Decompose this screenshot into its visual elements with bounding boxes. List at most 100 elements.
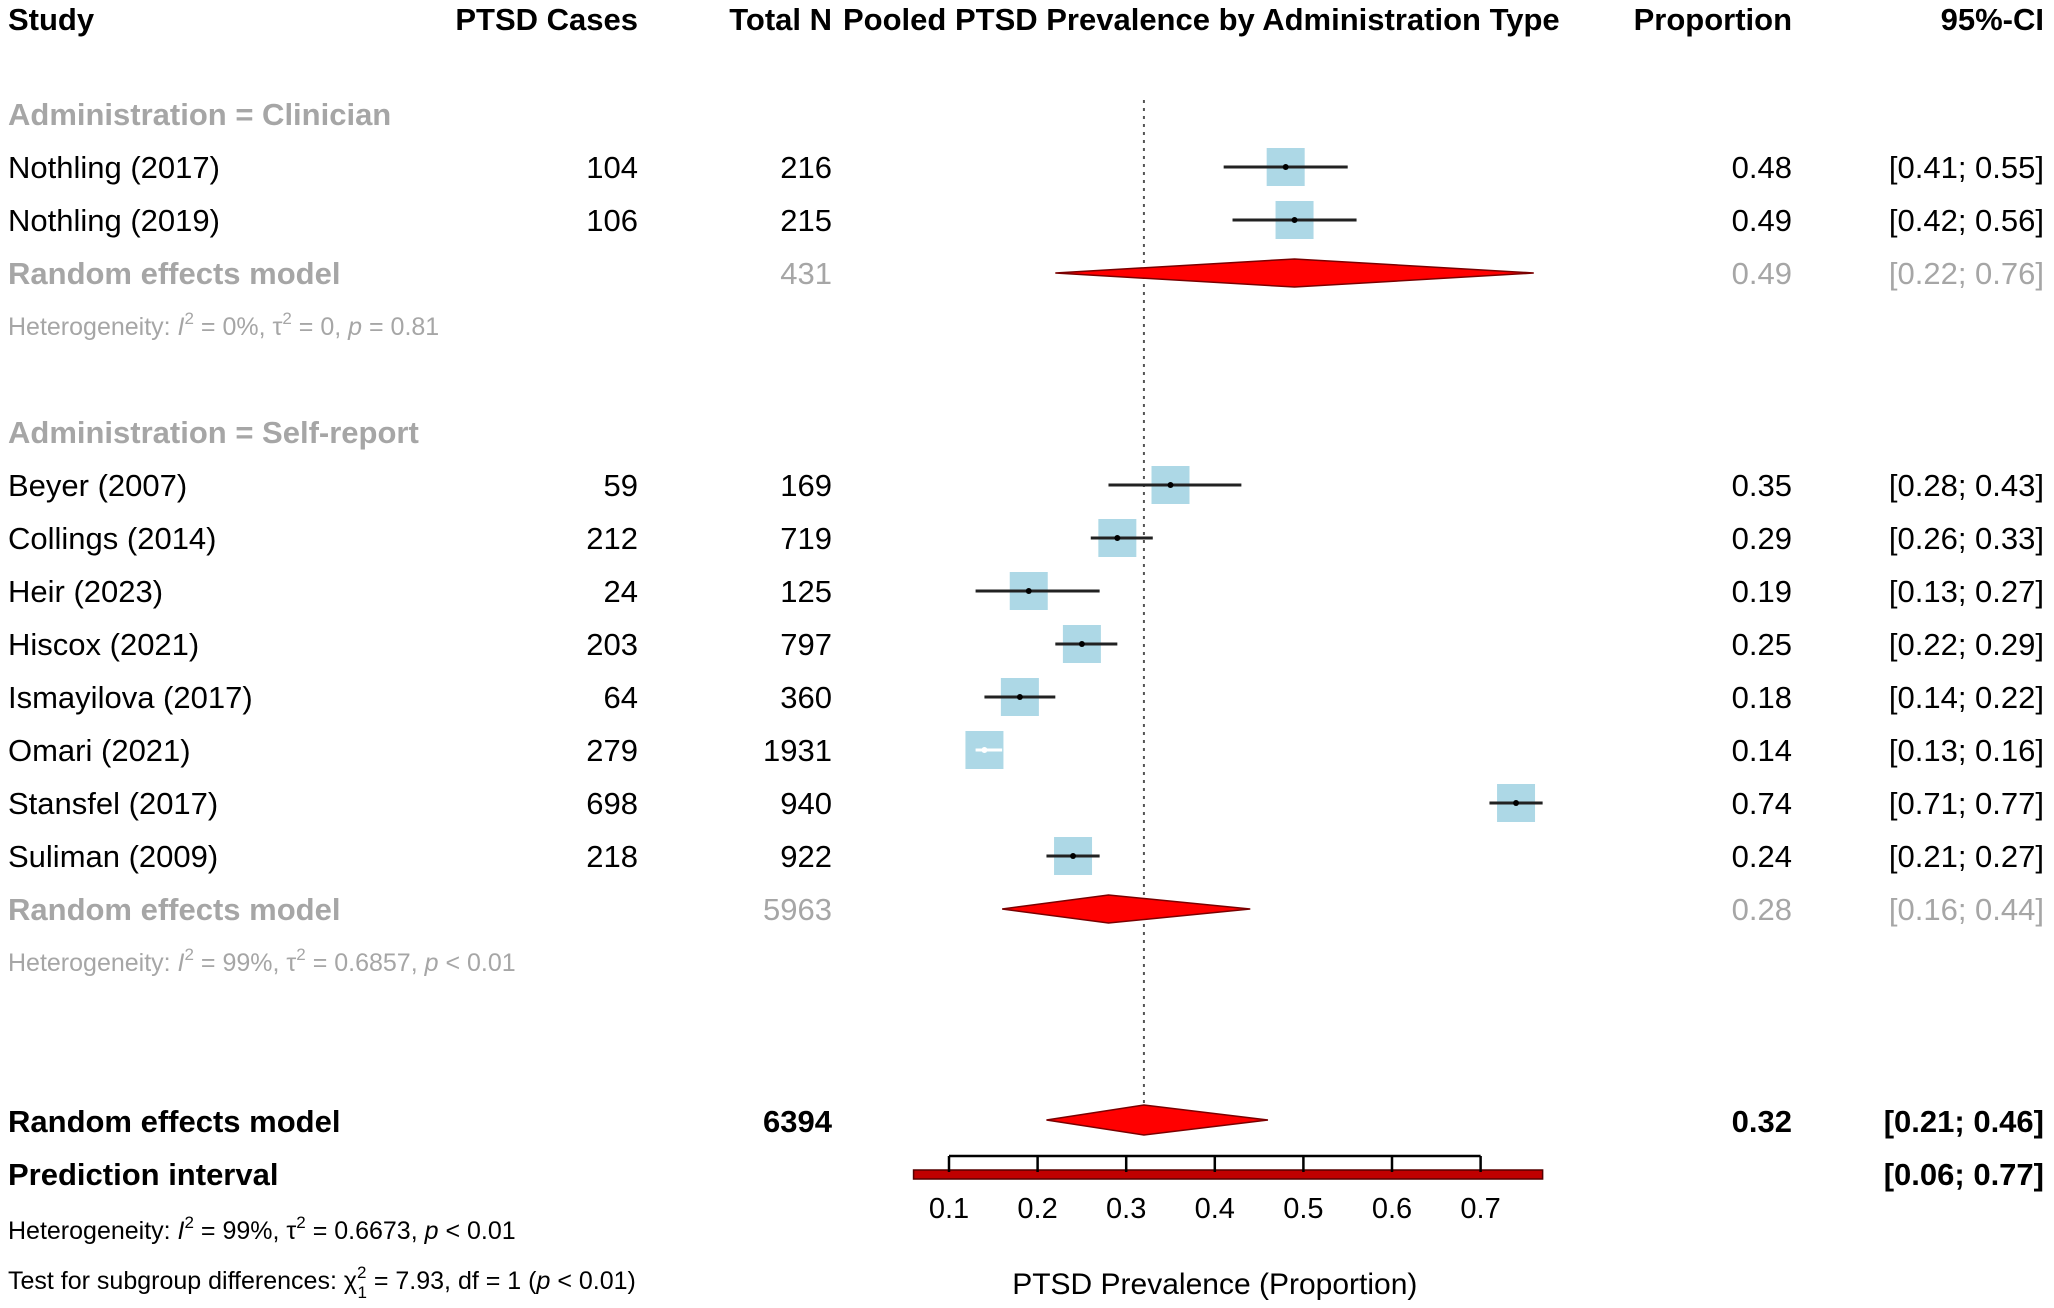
study-point — [1016, 694, 1023, 700]
subgroup-heterogeneity: Heterogeneity: I2 = 0%, τ2 = 0, p = 0.81 — [8, 309, 439, 341]
header-plot-title: Pooled PTSD Prevalence by Administration… — [843, 2, 1560, 37]
overall-heterogeneity: Heterogeneity: I2 = 99%, τ2 = 0.6673, p … — [8, 1213, 516, 1245]
overall-model-proportion: 0.32 — [1732, 1104, 1792, 1139]
x-tick-label: 0.2 — [1017, 1193, 1057, 1225]
prediction-bar — [912, 1169, 1544, 1180]
study-point — [1114, 535, 1121, 541]
study-name: Hiscox (2021) — [8, 627, 199, 662]
x-tick-label: 0.1 — [929, 1193, 969, 1225]
study-cases: 698 — [586, 786, 638, 821]
study-total: 940 — [780, 786, 832, 821]
study-cases: 24 — [604, 574, 638, 609]
study-cases: 279 — [586, 733, 638, 768]
subgroup-heterogeneity: Heterogeneity: I2 = 99%, τ2 = 0.6857, p … — [8, 945, 516, 977]
study-proportion: 0.48 — [1732, 150, 1792, 185]
study-total: 216 — [780, 150, 832, 185]
prediction-label: Prediction interval — [8, 1157, 278, 1192]
study-total: 169 — [780, 468, 832, 503]
study-cases: 203 — [586, 627, 638, 662]
subgroup-diamond — [1002, 894, 1251, 924]
study-total: 922 — [780, 839, 832, 874]
study-total: 215 — [780, 203, 832, 238]
header-study: Study — [8, 2, 95, 37]
study-total: 125 — [780, 574, 832, 609]
x-tick-label: 0.6 — [1372, 1193, 1412, 1225]
overall-diamond — [1046, 1104, 1269, 1136]
study-cases: 106 — [586, 203, 638, 238]
study-ci: [0.13; 0.16] — [1889, 733, 2044, 768]
study-proportion: 0.35 — [1732, 468, 1792, 503]
study-proportion: 0.29 — [1732, 521, 1792, 556]
study-proportion: 0.24 — [1732, 839, 1792, 874]
study-ci: [0.41; 0.55] — [1889, 150, 2044, 185]
x-tick-label: 0.4 — [1195, 1193, 1235, 1225]
study-point — [1025, 588, 1032, 594]
study-point — [1167, 482, 1174, 488]
study-ci: [0.13; 0.27] — [1889, 574, 2044, 609]
study-ci: [0.42; 0.56] — [1889, 203, 2044, 238]
study-name: Nothling (2019) — [8, 203, 220, 238]
study-point — [1282, 164, 1289, 170]
study-cases: 218 — [586, 839, 638, 874]
header-cases: PTSD Cases — [455, 2, 638, 37]
subgroup-model-ci: [0.16; 0.44] — [1889, 892, 2044, 927]
study-point — [1291, 217, 1298, 223]
subgroup-model-total: 431 — [780, 256, 832, 291]
x-tick-label: 0.7 — [1460, 1193, 1500, 1225]
overall-model-total: 6394 — [763, 1104, 833, 1139]
study-total: 797 — [780, 627, 832, 662]
study-ci: [0.26; 0.33] — [1889, 521, 2044, 556]
x-tick-label: 0.3 — [1106, 1193, 1146, 1225]
subgroup-diamond — [1055, 258, 1534, 288]
study-ci: [0.28; 0.43] — [1889, 468, 2044, 503]
subgroup-model-proportion: 0.28 — [1732, 892, 1792, 927]
subgroup-model-label: Random effects model — [8, 892, 340, 927]
study-name: Collings (2014) — [8, 521, 217, 556]
subgroup-model-proportion: 0.49 — [1732, 256, 1792, 291]
x-axis-title: PTSD Prevalence (Proportion) — [1012, 1268, 1417, 1301]
header-total: Total N — [729, 2, 832, 37]
study-ci: [0.14; 0.22] — [1889, 680, 2044, 715]
study-proportion: 0.18 — [1732, 680, 1792, 715]
study-point — [981, 747, 988, 753]
header-ci: 95%-CI — [1941, 2, 2044, 37]
study-total: 1931 — [763, 733, 832, 768]
study-name: Nothling (2017) — [8, 150, 220, 185]
study-proportion: 0.19 — [1732, 574, 1792, 609]
study-cases: 104 — [586, 150, 638, 185]
subgroup-test: Test for subgroup differences: χ2 1 = 7.9… — [8, 1263, 636, 1302]
subgroup-label: Administration = Clinician — [8, 97, 391, 132]
study-proportion: 0.25 — [1732, 627, 1792, 662]
study-total: 719 — [780, 521, 832, 556]
study-name: Ismayilova (2017) — [8, 680, 253, 715]
study-cases: 59 — [604, 468, 638, 503]
study-point — [1513, 800, 1520, 806]
x-tick-label: 0.5 — [1283, 1193, 1323, 1225]
study-point — [1078, 641, 1085, 647]
subgroup-model-total: 5963 — [763, 892, 832, 927]
study-name: Heir (2023) — [8, 574, 163, 609]
study-proportion: 0.74 — [1732, 786, 1792, 821]
study-name: Suliman (2009) — [8, 839, 218, 874]
study-ci: [0.22; 0.29] — [1889, 627, 2044, 662]
study-cases: 212 — [586, 521, 638, 556]
study-total: 360 — [780, 680, 832, 715]
overall-model-label: Random effects model — [8, 1104, 340, 1139]
study-name: Beyer (2007) — [8, 468, 187, 503]
overall-model-ci: [0.21; 0.46] — [1884, 1104, 2044, 1139]
subgroup-label: Administration = Self-report — [8, 415, 419, 450]
study-ci: [0.71; 0.77] — [1889, 786, 2044, 821]
study-cases: 64 — [604, 680, 638, 715]
study-ci: [0.21; 0.27] — [1889, 839, 2044, 874]
study-name: Stansfel (2017) — [8, 786, 218, 821]
study-name: Omari (2021) — [8, 733, 191, 768]
prediction-ci: [0.06; 0.77] — [1884, 1157, 2044, 1192]
subgroup-model-ci: [0.22; 0.76] — [1889, 256, 2044, 291]
study-proportion: 0.14 — [1732, 733, 1792, 768]
subgroup-model-label: Random effects model — [8, 256, 340, 291]
study-point — [1070, 853, 1077, 859]
study-proportion: 0.49 — [1732, 203, 1792, 238]
header-proportion: Proportion — [1634, 2, 1792, 37]
